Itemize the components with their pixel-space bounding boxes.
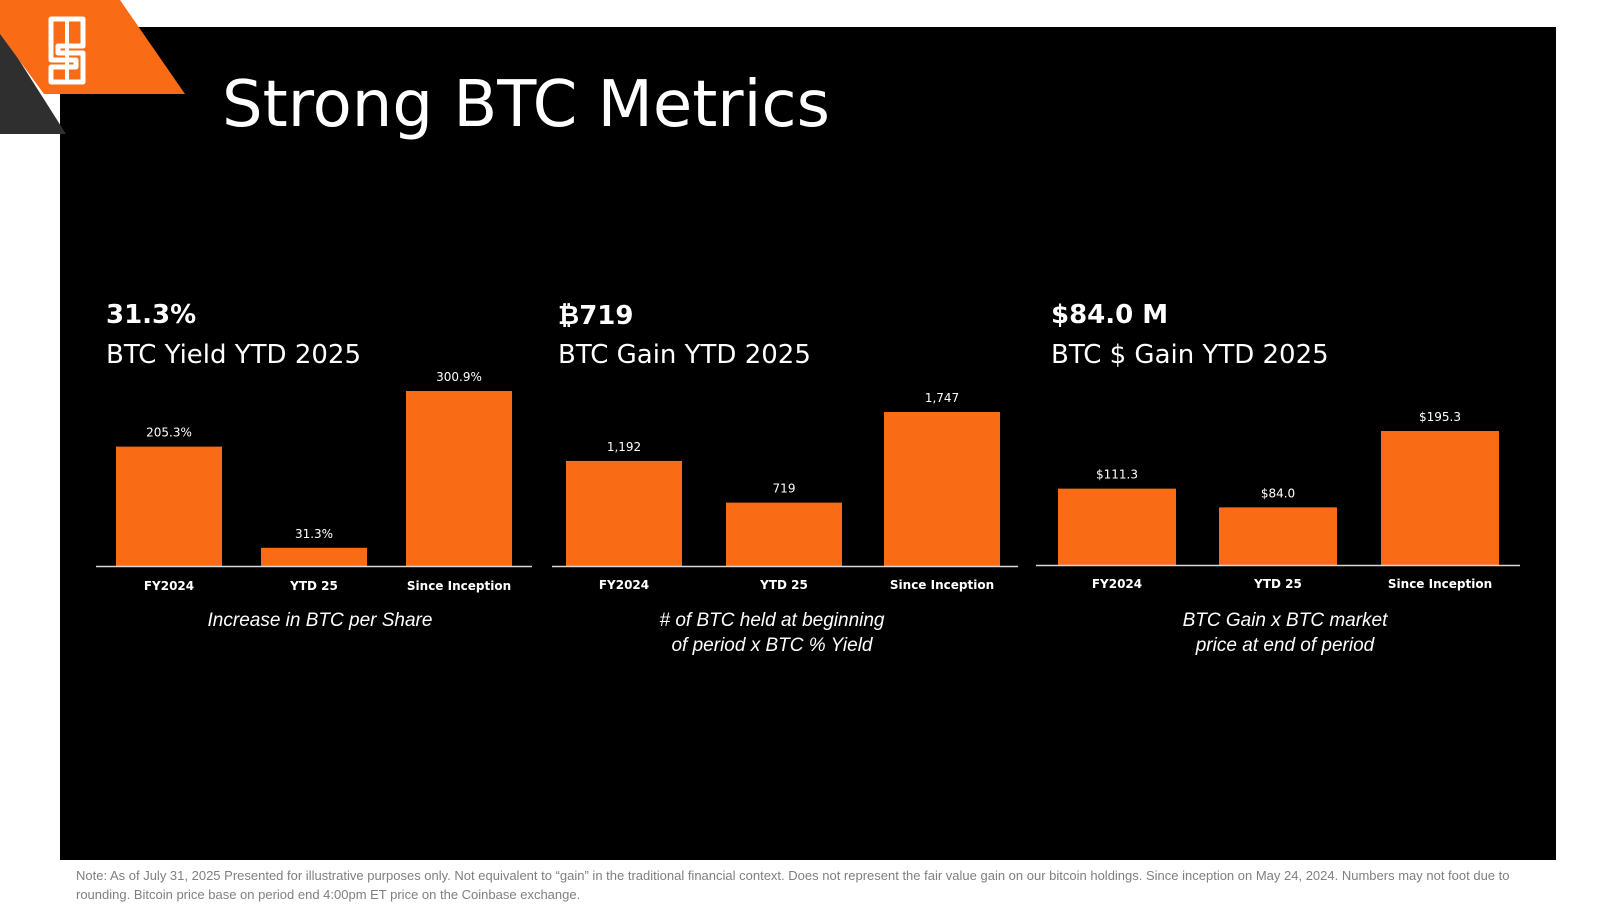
- bar-1-2: [884, 412, 1000, 566]
- slide-background: [60, 27, 1556, 860]
- tick-label-1-0: FY2024: [599, 578, 649, 592]
- tick-label-1-1: YTD 25: [759, 578, 808, 592]
- bar-2-0: [1058, 488, 1176, 565]
- tick-label-1-2: Since Inception: [890, 578, 994, 592]
- bar-1-1: [726, 502, 842, 566]
- data-label-2-1: $84.0: [1261, 486, 1295, 500]
- data-label-1-1: 719: [773, 482, 796, 496]
- data-label-1-2: 1,747: [925, 391, 959, 405]
- data-label-0-2: 300.9%: [436, 370, 482, 384]
- bar-0-2: [406, 391, 512, 566]
- bar-0-0: [116, 446, 222, 566]
- data-label-2-0: $111.3: [1096, 468, 1138, 482]
- metric-label: BTC Yield YTD 2025: [106, 340, 361, 370]
- data-label-0-0: 205.3%: [146, 426, 192, 440]
- tick-label-2-1: YTD 25: [1253, 577, 1302, 591]
- data-label-0-1: 31.3%: [295, 527, 333, 541]
- metric-value: $84.0 M: [1051, 300, 1169, 330]
- tick-label-2-2: Since Inception: [1388, 577, 1492, 591]
- tick-label-2-0: FY2024: [1092, 577, 1142, 591]
- bar-2-1: [1219, 507, 1337, 565]
- bar-0-1: [261, 547, 367, 566]
- data-label-1-0: 1,192: [607, 440, 641, 454]
- tick-label-0-0: FY2024: [144, 579, 194, 593]
- data-label-2-2: $195.3: [1419, 410, 1461, 424]
- page-title: Strong BTC Metrics: [222, 68, 830, 142]
- caption-btc-dollar-gain: BTC Gain x BTC market price at end of pe…: [1182, 610, 1388, 656]
- tick-label-0-2: Since Inception: [407, 579, 511, 593]
- caption-btc-yield: Increase in BTC per Share: [207, 610, 433, 631]
- bar-1-0: [566, 460, 682, 566]
- metric-label: BTC Gain YTD 2025: [558, 340, 811, 370]
- metric-value: 31.3%: [106, 300, 197, 330]
- s-shield-logo-icon: [48, 16, 86, 85]
- tick-label-0-1: YTD 25: [289, 579, 338, 593]
- panel-btc-yield: 31.3% BTC Yield YTD 2025: [106, 300, 536, 660]
- metric-label: BTC $ Gain YTD 2025: [1051, 340, 1329, 370]
- bar-2-2: [1381, 431, 1499, 565]
- metric-value: ₿719: [558, 301, 634, 331]
- caption-btc-gain: # of BTC held at beginning of period x B…: [659, 610, 885, 656]
- panel-btc-dollar-gain: $84.0 M BTC $ Gain YTD 2025: [1051, 300, 1541, 660]
- panel-btc-gain: ₿719 BTC Gain YTD 2025: [558, 300, 1018, 660]
- footnote: Note: As of July 31, 2025 Presented for …: [76, 868, 1510, 902]
- brand-logo: [0, 0, 190, 140]
